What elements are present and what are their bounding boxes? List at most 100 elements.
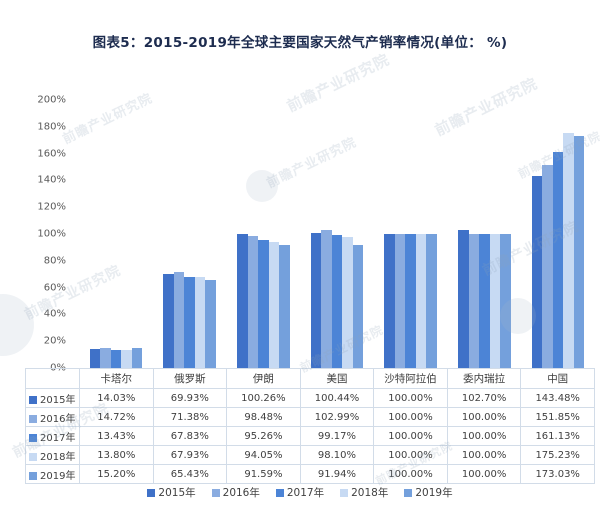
value-cell: 100.00% bbox=[373, 407, 448, 427]
bar-2016年-俄罗斯 bbox=[173, 272, 185, 368]
bar-2017年-俄罗斯 bbox=[184, 277, 195, 368]
category-header: 俄罗斯 bbox=[152, 368, 228, 389]
y-axis-tick: 160% bbox=[37, 148, 66, 160]
series-color-swatch bbox=[29, 452, 37, 461]
plot-area bbox=[79, 100, 595, 368]
legend-swatch bbox=[275, 488, 284, 497]
bar-2015年-卡塔尔 bbox=[89, 349, 101, 368]
chart-title: 图表5：2015-2019年全球主要国家天然气产销率情况(单位： %) bbox=[92, 35, 508, 51]
series-color-swatch bbox=[29, 471, 37, 480]
value-cell: 98.10% bbox=[299, 445, 375, 465]
series-label-cell: 2016年 bbox=[25, 407, 80, 427]
bar-2016年-美国 bbox=[321, 230, 332, 368]
value-cell: 67.83% bbox=[152, 426, 228, 446]
value-cell: 13.80% bbox=[79, 445, 154, 465]
value-cell: 100.00% bbox=[446, 407, 522, 427]
legend-swatch bbox=[404, 488, 413, 497]
value-cell: 71.38% bbox=[152, 407, 228, 427]
bar-2016年-中国 bbox=[542, 164, 553, 368]
bar-2019年-沙特阿拉伯 bbox=[426, 234, 437, 368]
value-cell: 69.93% bbox=[152, 388, 228, 408]
value-cell: 102.99% bbox=[299, 407, 375, 427]
value-cell: 91.94% bbox=[299, 464, 375, 484]
legend-label: 2018年 bbox=[351, 487, 389, 499]
bar-2016年-伊朗 bbox=[247, 236, 259, 368]
legend-label: 2015年 bbox=[158, 487, 196, 499]
value-cell: 100.26% bbox=[226, 388, 301, 408]
value-cell: 100.00% bbox=[373, 445, 448, 465]
bar-2015年-俄罗斯 bbox=[163, 274, 174, 368]
value-cell: 98.48% bbox=[226, 407, 301, 427]
bar-2018年-伊朗 bbox=[268, 242, 280, 368]
legend-swatch bbox=[211, 488, 220, 497]
value-cell: 100.00% bbox=[373, 426, 448, 446]
table-row: 2016年 14.72% 71.38% 98.48% 102.99% 100.00% 100… bbox=[25, 407, 595, 427]
series-label-cell: 2015年 bbox=[25, 388, 80, 408]
bar-group-2 bbox=[153, 100, 227, 368]
series-label-cell: 2018年 bbox=[25, 445, 80, 465]
bar-2015年-美国 bbox=[310, 233, 322, 368]
value-cell: 173.03% bbox=[520, 464, 595, 484]
value-cell: 14.72% bbox=[79, 407, 154, 427]
value-cell: 94.05% bbox=[226, 445, 301, 465]
category-header: 沙特阿拉伯 bbox=[373, 368, 448, 389]
value-cell: 99.17% bbox=[299, 426, 375, 446]
table-corner-cell bbox=[25, 368, 80, 389]
value-cell: 175.23% bbox=[520, 445, 595, 465]
bar-group-4 bbox=[300, 100, 374, 368]
bar-2015年-委内瑞拉 bbox=[458, 230, 469, 368]
legend-label: 2016年 bbox=[222, 487, 260, 499]
value-cell: 161.13% bbox=[520, 426, 595, 446]
series-label-cell: 2019年 bbox=[25, 464, 80, 484]
table-row: 2017年 13.43% 67.83% 95.26% 99.17% 100.00% 100.… bbox=[25, 426, 595, 446]
bar-2018年-卡塔尔 bbox=[121, 349, 132, 368]
value-cell: 100.00% bbox=[373, 464, 448, 484]
series-label-cell: 2017年 bbox=[25, 426, 80, 446]
y-axis-tick: 80% bbox=[43, 255, 66, 267]
legend-label: 2019年 bbox=[415, 487, 453, 499]
bar-group-7 bbox=[521, 100, 595, 368]
y-axis-tick: 40% bbox=[43, 308, 66, 320]
category-header: 伊朗 bbox=[226, 368, 301, 389]
bar-group-6 bbox=[448, 100, 522, 368]
value-cell: 67.93% bbox=[152, 445, 228, 465]
bar-group-3 bbox=[226, 100, 300, 368]
legend-item: 2015年 bbox=[147, 485, 196, 500]
value-cell: 13.43% bbox=[79, 426, 154, 446]
bar-2019年-卡塔尔 bbox=[131, 347, 143, 368]
bar-2019年-中国 bbox=[573, 136, 585, 368]
legend-label: 2017年 bbox=[286, 487, 325, 499]
value-cell: 14.03% bbox=[79, 388, 154, 408]
bar-2018年-沙特阿拉伯 bbox=[415, 234, 427, 368]
table-row: 2018年 13.80% 67.93% 94.05% 98.10% 100.00% 100.… bbox=[25, 445, 595, 465]
bar-2018年-俄罗斯 bbox=[194, 277, 206, 368]
bar-2018年-美国 bbox=[342, 236, 353, 368]
bar-2015年-沙特阿拉伯 bbox=[384, 234, 395, 368]
table-row: 2015年 14.03% 69.93% 100.26% 100.44% 100.00% 10… bbox=[25, 388, 595, 408]
bar-2017年-卡塔尔 bbox=[110, 350, 122, 368]
data-table: 卡塔尔 俄罗斯 伊朗 美国 沙特阿拉伯 委内瑞拉 中国 2015年 14.03% 69.93% 10… bbox=[25, 368, 595, 484]
y-axis-tick: 200% bbox=[37, 94, 66, 106]
bar-2018年-中国 bbox=[563, 133, 574, 368]
value-cell: 100.44% bbox=[299, 388, 375, 408]
table-row: 2019年 15.20% 65.43% 91.59% 91.94% 100.00% 100.… bbox=[25, 464, 595, 484]
legend-swatch bbox=[340, 488, 349, 497]
series-color-swatch bbox=[29, 414, 37, 423]
category-header: 中国 bbox=[520, 368, 595, 389]
bar-2016年-沙特阿拉伯 bbox=[394, 234, 406, 368]
value-cell: 15.20% bbox=[79, 464, 154, 484]
bar-2015年-伊朗 bbox=[237, 233, 248, 368]
value-cell: 151.85% bbox=[520, 407, 595, 427]
bar-2017年-美国 bbox=[331, 235, 343, 368]
value-cell: 95.26% bbox=[226, 426, 301, 446]
value-cell: 100.00% bbox=[446, 426, 522, 446]
bar-2017年-伊朗 bbox=[258, 240, 269, 368]
y-axis-tick: 100% bbox=[37, 228, 66, 240]
y-axis-tick: 60% bbox=[43, 282, 66, 294]
value-cell: 65.43% bbox=[152, 464, 228, 484]
bar-2016年-卡塔尔 bbox=[100, 348, 111, 368]
bar-2017年-中国 bbox=[552, 152, 564, 368]
bar-2019年-委内瑞拉 bbox=[500, 234, 511, 368]
bar-2017年-沙特阿拉伯 bbox=[405, 234, 416, 368]
bar-group-1 bbox=[79, 100, 153, 368]
